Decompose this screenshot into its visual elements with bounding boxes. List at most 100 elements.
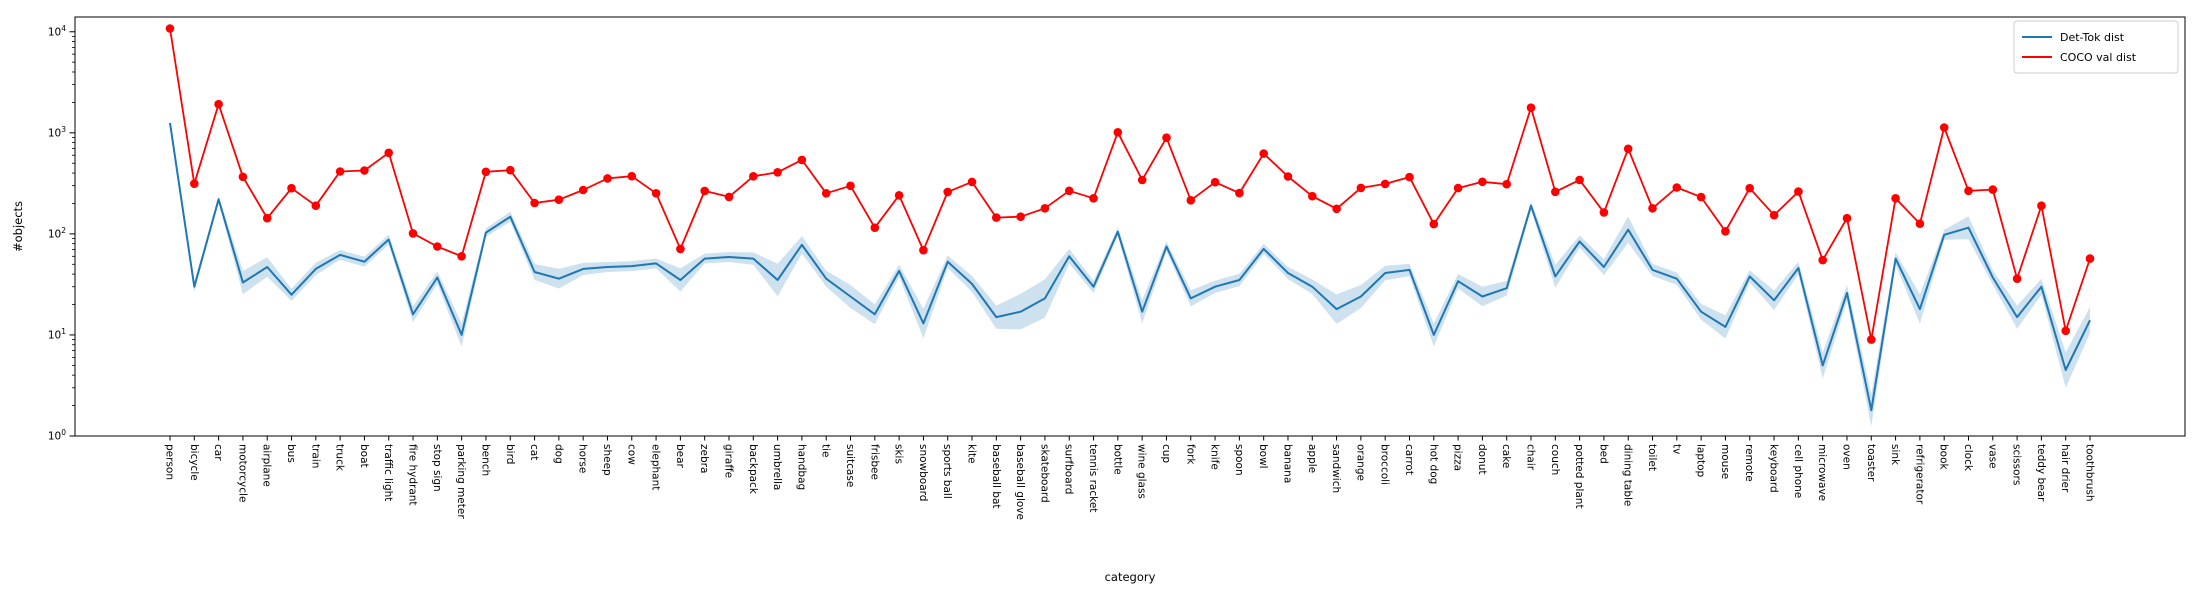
x-tick-label: person (164, 444, 176, 480)
x-tick-label: horse (577, 444, 589, 473)
coco-val-marker (1332, 204, 1341, 214)
x-tick-label: sheep (601, 444, 613, 476)
coco-val-marker (457, 251, 466, 261)
x-tick-label: toaster (1865, 444, 1877, 482)
x-tick-label: mouse (1719, 444, 1731, 479)
coco-val-marker (967, 177, 977, 187)
coco-val-marker (1721, 227, 1730, 236)
coco-val-marker (1769, 210, 1779, 220)
x-tick-label: sports ball (941, 444, 953, 499)
coco-val-marker (1672, 183, 1682, 192)
coco-val-marker (1405, 172, 1414, 182)
coco-val-marker (603, 174, 612, 183)
x-tick-label: refrigerator (1913, 444, 1925, 505)
x-tick-label: book (1938, 444, 1950, 471)
x-tick-label: frisbee (868, 444, 880, 480)
coco-val-marker (335, 167, 345, 176)
x-tick-label: potted plant (1573, 444, 1585, 509)
x-tick-label: train (309, 444, 321, 468)
coco-val-marker (1356, 183, 1366, 193)
coco-val-marker (1235, 188, 1244, 198)
x-tick-label: broccoli (1379, 444, 1391, 485)
x-tick-label: bed (1597, 444, 1609, 464)
coco-val-marker (1867, 335, 1876, 344)
x-tick-label: tennis racket (1087, 444, 1099, 512)
coco-val-marker (554, 195, 564, 204)
coco-val-marker (578, 185, 588, 195)
coco-val-marker (1891, 194, 1900, 203)
coco-val-marker (1259, 149, 1268, 158)
coco-val-marker (1453, 183, 1463, 193)
coco-val-marker (262, 213, 272, 223)
coco-val-marker (700, 186, 709, 196)
coco-val-marker (1478, 177, 1487, 187)
x-tick-label: tv (1670, 444, 1682, 454)
x-tick-label: cow (625, 444, 637, 465)
coco-val-marker (1696, 192, 1706, 202)
x-tick-label: remote (1743, 444, 1755, 482)
y-tick-label: 101 (48, 327, 66, 342)
coco-val-marker (1283, 172, 1293, 181)
legend-label: COCO val dist (2060, 51, 2137, 64)
x-tick-label: surfboard (1063, 444, 1075, 494)
coco-val-marker (894, 191, 904, 200)
x-tick-label: spoon (1233, 444, 1245, 476)
coco-val-line (169, 28, 2091, 341)
x-tick-label: wine glass (1136, 444, 1148, 499)
y-axis-label: #objects (11, 201, 25, 252)
coco-val-marker (190, 179, 199, 188)
x-tick-label: clock (1962, 444, 1974, 472)
x-tick-label: bird (504, 444, 516, 464)
x-tick-label: laptop (1695, 444, 1707, 478)
x-tick-label: cell phone (1792, 444, 1804, 498)
x-tick-label: teddy bear (2035, 444, 2047, 502)
x-tick-label: traffic light (382, 444, 394, 501)
coco-val-marker (919, 245, 928, 255)
x-tick-label: skateboard (1038, 444, 1050, 503)
coco-val-marker (2012, 274, 2022, 284)
x-tick-label: suitcase (844, 444, 856, 487)
coco-val-marker (238, 172, 248, 182)
coco-val-marker (1162, 133, 1171, 142)
coco-val-marker (1380, 179, 1390, 189)
coco-val-marker (1064, 186, 1074, 196)
y-tick-label: 100 (48, 428, 66, 443)
coco-val-marker (1210, 177, 1220, 187)
coco-val-marker (627, 171, 637, 181)
coco-val-marker (481, 167, 491, 177)
coco-val-marker (1915, 219, 1925, 228)
x-tick-label: snowboard (917, 444, 929, 501)
x-axis-label: category (1105, 570, 1156, 584)
x-tick-label: scissors (2011, 444, 2023, 485)
coco-val-marker (651, 189, 661, 198)
coco-val-marker (1308, 191, 1317, 201)
x-tick-label: chair (1525, 444, 1537, 471)
coco-val-marker (870, 223, 880, 232)
x-tick-label: apple (1306, 444, 1318, 473)
legend-label: Det-Tok dist (2060, 31, 2125, 44)
coco-val-marker (506, 165, 515, 175)
x-tick-label: bench (479, 444, 491, 476)
coco-val-marker (1429, 219, 1439, 229)
coco-val-marker (1648, 204, 1657, 213)
x-tick-label: cup (1160, 444, 1172, 463)
x-tick-label: kite (966, 444, 978, 464)
coco-val-marker (797, 155, 807, 165)
coco-val-marker (1794, 187, 1803, 196)
x-tick-label: hair drier (2059, 444, 2071, 493)
x-tick-label: vase (1986, 444, 1998, 469)
x-tick-label: giraffe (722, 444, 734, 478)
x-tick-label: donut (1476, 444, 1488, 475)
coco-val-marker (1016, 212, 1025, 221)
coco-val-marker (384, 148, 394, 158)
x-tick-label: pizza (1452, 444, 1464, 471)
x-tick-label: microwave (1816, 444, 1828, 501)
coco-val-marker (1089, 194, 1098, 203)
x-tick-label: backpack (747, 444, 759, 495)
coco-val-marker (360, 166, 369, 175)
coco-val-marker (1113, 128, 1123, 137)
coco-val-marker (1526, 103, 1536, 112)
y-tick-label: 103 (48, 125, 66, 140)
coco-val-marker (1186, 196, 1196, 205)
